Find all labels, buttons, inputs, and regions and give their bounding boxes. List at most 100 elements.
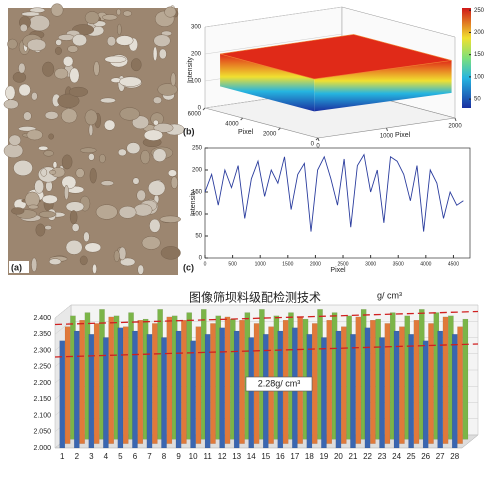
colorbar-tick-label: 250 [474,8,485,14]
pebble [12,71,27,83]
pebble [26,129,43,141]
pebble [64,184,69,200]
pebble [117,23,122,36]
pebble [48,133,54,140]
surface-side [220,53,315,112]
x-tick-label: 24 [392,452,401,461]
pebble [71,223,80,232]
bar [219,327,225,449]
bar [364,327,371,449]
limit-line [54,310,479,326]
pebble [104,55,127,63]
pebble [92,263,97,274]
colorbar-tick-label: 50 [474,97,481,103]
x-tick-label: 2 [75,452,80,461]
x-tick-label: 15 [261,452,270,461]
pebble [89,168,97,184]
bar [335,330,342,449]
pebble [119,76,142,87]
x-tick-label: 17 [290,452,299,461]
bar [462,318,469,440]
x1-axis-label: Pixel [238,129,254,136]
pebble [99,154,106,164]
grid-line [54,321,72,335]
pebble [27,38,47,52]
pebble [65,201,85,212]
bar [108,316,114,444]
x-tick-label: 23 [378,452,387,461]
bar [64,326,71,444]
bar [204,334,211,449]
pebble [44,111,59,120]
y-tick-label: 2.350 [33,331,51,338]
pebble [11,207,25,215]
pebble [44,225,52,231]
pebble [95,204,118,220]
pebble [49,169,57,175]
y-axis-label: Intensity [190,189,197,216]
pebble [38,145,49,151]
x-tick-label: 5 [118,452,123,461]
pebble [5,85,16,100]
bar [408,334,414,449]
photo-texture [3,3,185,275]
panel-label: (a) [11,262,22,272]
y-tick-label: 200 [192,168,203,174]
tick-mark [277,127,281,131]
pebble [140,150,151,165]
z-tick-label: 100 [191,79,202,85]
bar [132,330,138,449]
x-tick-label: 3000 [365,261,376,267]
bar [152,323,158,444]
y-tick-label: 2.000 [33,445,51,452]
pebble [41,194,58,204]
pebble [116,8,121,16]
pebble [153,119,159,126]
y-tick-label: 0 [199,256,203,262]
pebble [153,34,171,47]
y-tick-label: 150 [192,190,203,196]
bar [233,330,240,449]
x-tick-label: 20 [334,452,343,461]
y-tick-label: 2.050 [33,429,51,436]
pebble [38,210,56,218]
pebble [61,175,77,190]
panel-label: (c) [183,262,194,272]
y-tick-label: 2.150 [33,396,51,403]
bar [384,323,391,444]
pebble [23,111,32,121]
x2-tick-label: 0 [316,144,320,150]
pebble [153,96,162,104]
bar [239,320,245,444]
pebble [34,179,44,194]
pebble [43,150,54,157]
bar [428,323,434,444]
bar [93,323,100,444]
x-tick-label: 500 [228,261,237,267]
pebble [35,223,46,237]
colorbar-tick-label: 150 [474,52,485,58]
bar [355,316,362,444]
y-tick-label: 2.250 [33,364,51,371]
bar [370,320,376,444]
pebble [3,99,19,110]
pebble [57,93,80,108]
pebble [13,160,33,176]
pebble [67,45,79,53]
pebble [21,11,40,17]
bar [393,330,400,449]
pebble [75,168,85,178]
x-tick-label: 16 [276,452,285,461]
bar [341,326,347,444]
pebble [28,15,50,32]
bar [321,337,327,449]
colorbar [462,8,471,108]
bar [379,337,385,449]
bar [442,316,449,444]
x-tick-label: 1500 [282,261,293,267]
colorbar-tick-label: 200 [474,30,485,36]
bar [59,340,66,449]
pebble [79,147,97,154]
x1-tick-label: 0 [311,142,315,148]
pebble [54,46,62,55]
